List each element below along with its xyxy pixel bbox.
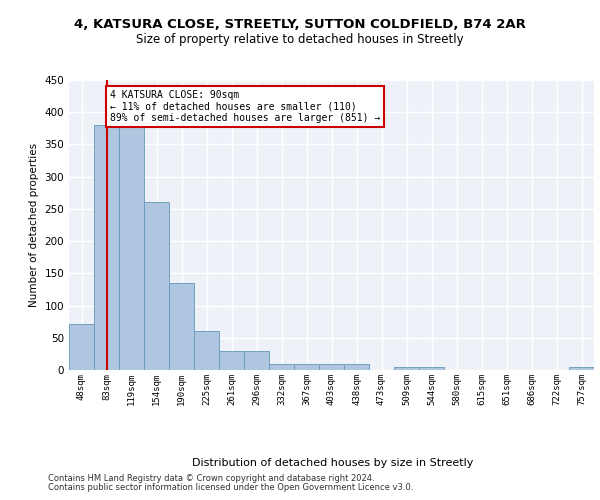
Bar — [269, 364, 293, 370]
Bar — [94, 125, 119, 370]
Bar — [394, 367, 419, 370]
Y-axis label: Number of detached properties: Number of detached properties — [29, 143, 39, 307]
Bar — [169, 283, 194, 370]
Text: Size of property relative to detached houses in Streetly: Size of property relative to detached ho… — [136, 32, 464, 46]
Bar — [319, 364, 344, 370]
Bar — [119, 125, 143, 370]
Text: Contains public sector information licensed under the Open Government Licence v3: Contains public sector information licen… — [48, 483, 413, 492]
Bar — [220, 350, 244, 370]
Bar — [194, 332, 218, 370]
Bar — [70, 324, 94, 370]
Bar — [145, 202, 169, 370]
Bar — [295, 364, 319, 370]
Text: 4 KATSURA CLOSE: 90sqm
← 11% of detached houses are smaller (110)
89% of semi-de: 4 KATSURA CLOSE: 90sqm ← 11% of detached… — [110, 90, 380, 123]
Bar — [419, 367, 443, 370]
Bar — [344, 364, 368, 370]
Text: 4, KATSURA CLOSE, STREETLY, SUTTON COLDFIELD, B74 2AR: 4, KATSURA CLOSE, STREETLY, SUTTON COLDF… — [74, 18, 526, 30]
Text: Distribution of detached houses by size in Streetly: Distribution of detached houses by size … — [193, 458, 473, 468]
Bar — [569, 367, 593, 370]
Bar — [244, 350, 269, 370]
Text: Contains HM Land Registry data © Crown copyright and database right 2024.: Contains HM Land Registry data © Crown c… — [48, 474, 374, 483]
